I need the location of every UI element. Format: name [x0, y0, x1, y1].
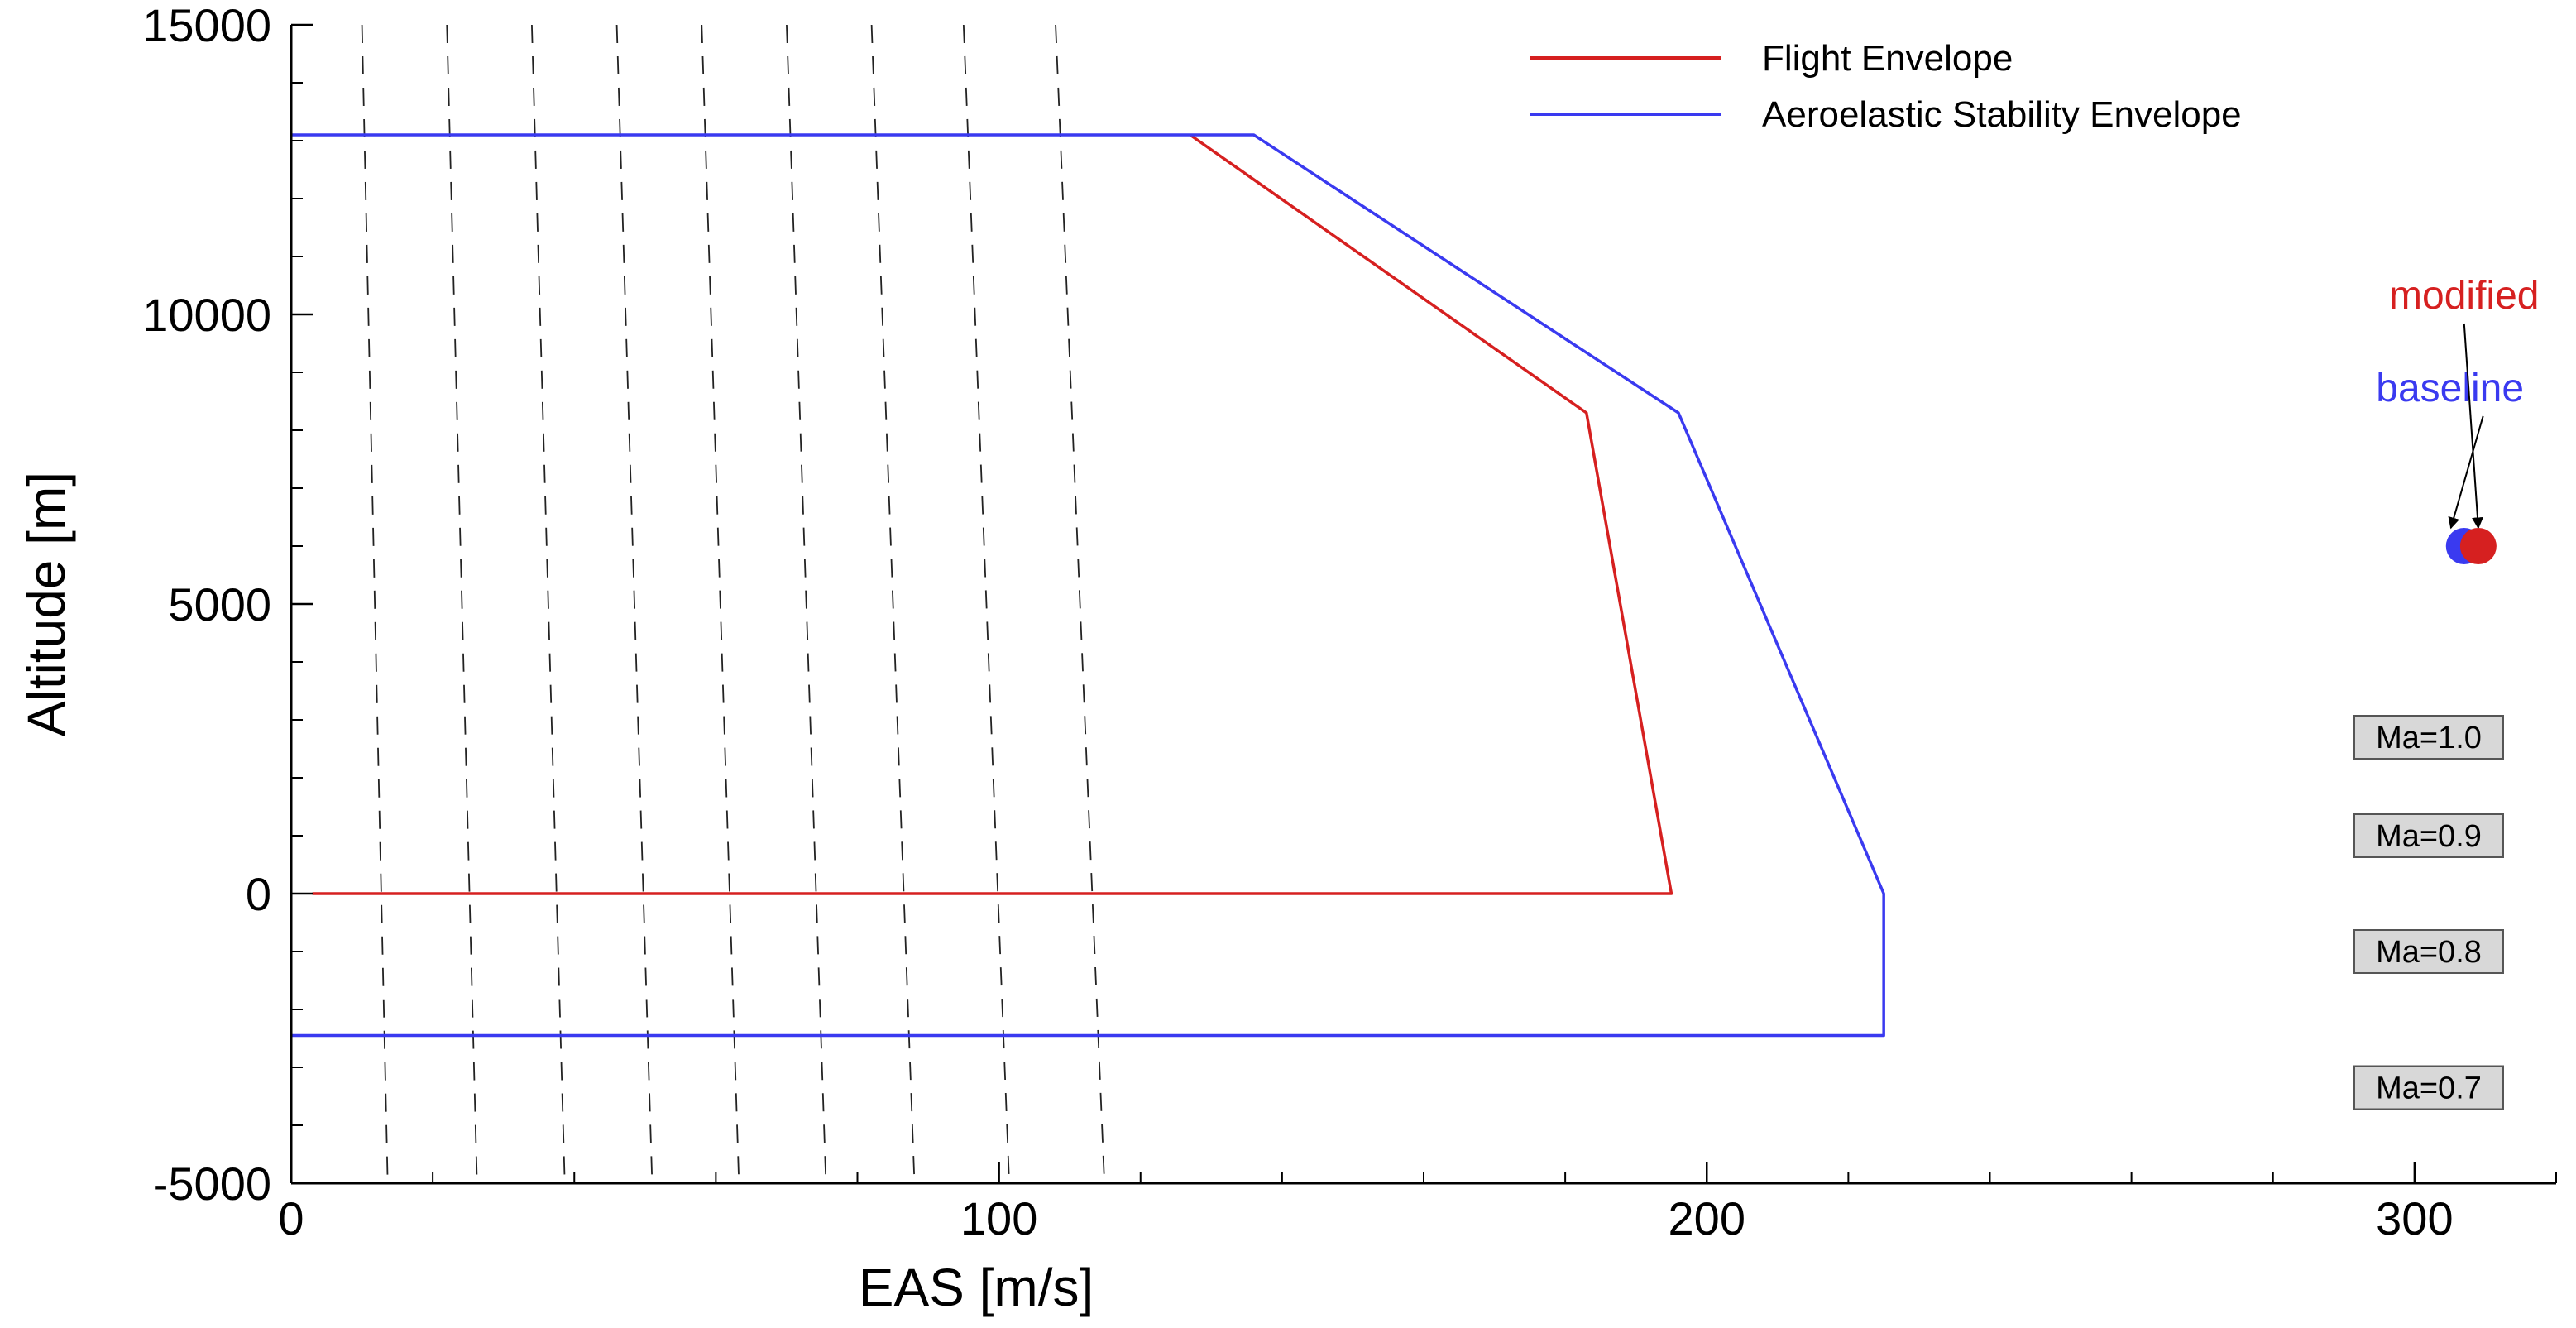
legend-label-aeroelastic-stability-envelope: Aeroelastic Stability Envelope [1762, 94, 2242, 135]
mach-line [786, 25, 827, 1183]
point-label-modified: modified [2389, 274, 2539, 318]
point-arrow-modified [2463, 323, 2483, 530]
series-line-1 [291, 133, 1885, 1038]
point-arrow-baseline [2448, 415, 2484, 530]
mach-line [531, 25, 566, 1183]
x-axis-title: EAS [m/s] [859, 1258, 1094, 1317]
y-tick-label: -5000 [153, 1158, 271, 1210]
y-tick-label: 0 [246, 868, 271, 920]
point-marker-modified [2459, 528, 2497, 564]
x-tick-label: 200 [1669, 1192, 1745, 1244]
mach-label: Ma=0.7 [2376, 1072, 2482, 1106]
mach-line [361, 25, 389, 1183]
mach-lines [361, 25, 1105, 1183]
points-layer: baseline modified [2376, 274, 2539, 564]
x-tick-label: 300 [2376, 1192, 2453, 1244]
y-axis-title: Altitude [m] [17, 472, 76, 736]
mach-line [962, 25, 1010, 1183]
x-tick-label: 100 [960, 1192, 1037, 1244]
x-tick-label: 0 [278, 1192, 304, 1244]
series-line-0 [312, 133, 1673, 895]
mach-label: Ma=1.0 [2376, 721, 2482, 755]
y-tick-label: 15000 [142, 0, 271, 51]
mach-label-box [2353, 1065, 2504, 1110]
legend-label-flight-envelope: Flight Envelope [1762, 38, 2013, 79]
mach-labels: Ma=1.0 Ma=0.9 Ma=0.8 Ma=0.7 [2353, 715, 2504, 1110]
mach-label: Ma=0.8 [2376, 935, 2482, 970]
legend: Flight Envelope Aeroelastic Stability En… [1530, 38, 2242, 135]
mach-label: Ma=0.9 [2376, 819, 2482, 854]
point-label-baseline: baseline [2376, 367, 2524, 410]
series-lines [291, 133, 1885, 1038]
mach-line [446, 25, 478, 1183]
y-tick-label: 10000 [142, 289, 271, 341]
mach-line [701, 25, 740, 1183]
mach-line [1055, 25, 1105, 1183]
mach-label-box [2353, 813, 2504, 858]
y-tick-label: 5000 [168, 578, 271, 630]
mach-label-box [2353, 715, 2504, 760]
mach-line [870, 25, 916, 1183]
mach-label-box [2353, 929, 2504, 974]
mach-line [615, 25, 654, 1183]
